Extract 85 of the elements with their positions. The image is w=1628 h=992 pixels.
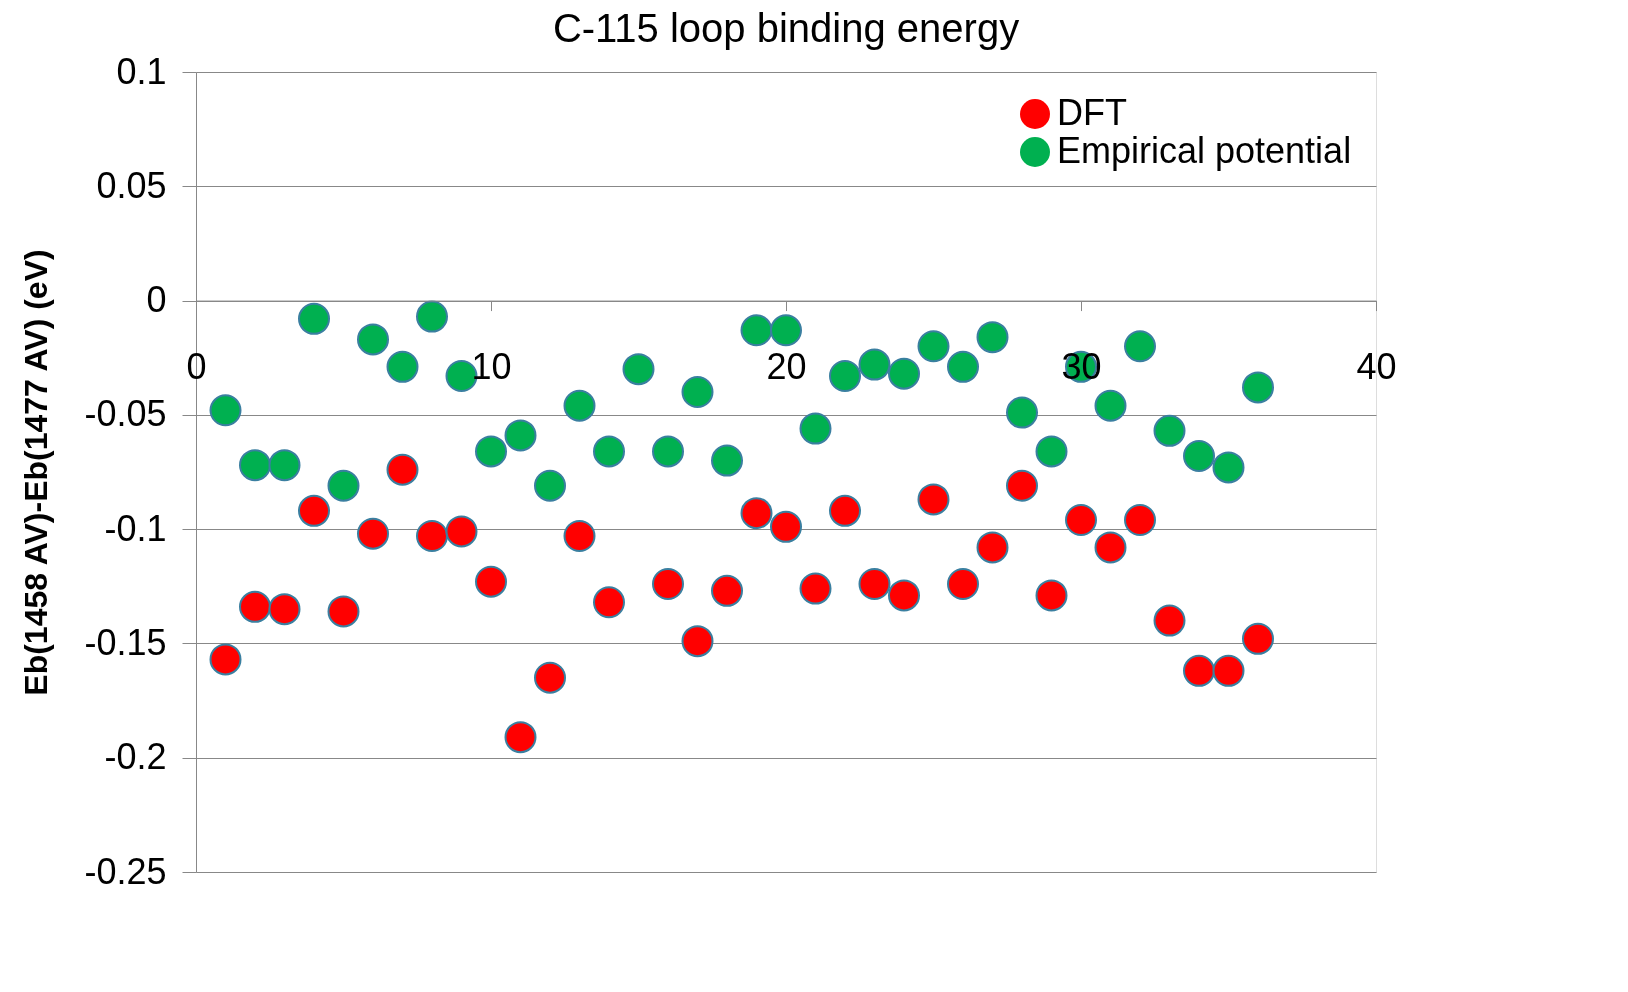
point	[1212, 451, 1245, 484]
point	[298, 302, 330, 335]
point	[1124, 330, 1156, 363]
y-tick-label: 0.1	[116, 50, 167, 92]
point	[239, 590, 271, 623]
point	[858, 348, 891, 381]
point	[976, 321, 1009, 354]
point	[386, 350, 419, 383]
point	[239, 449, 271, 482]
point	[1183, 440, 1215, 472]
point	[770, 510, 802, 543]
point	[1035, 435, 1068, 468]
point	[917, 483, 950, 516]
point	[1153, 414, 1186, 447]
point	[298, 494, 330, 527]
point	[416, 520, 448, 552]
point	[1065, 504, 1097, 536]
point	[1094, 531, 1127, 564]
point	[268, 449, 301, 482]
x-tick-label: 40	[1356, 346, 1397, 388]
point	[209, 394, 242, 427]
point	[888, 579, 920, 612]
point	[504, 419, 537, 452]
point	[416, 300, 448, 333]
point	[1006, 469, 1038, 502]
point	[1212, 654, 1245, 687]
point	[593, 586, 625, 619]
point	[563, 389, 596, 422]
x-tick-label: 0	[186, 346, 207, 388]
point	[770, 314, 802, 347]
point	[1153, 604, 1186, 637]
point	[1124, 504, 1156, 536]
point	[740, 497, 773, 530]
point	[711, 574, 743, 607]
point	[799, 572, 832, 605]
point	[740, 314, 773, 347]
y-axis-title: Eb(1458 AV)-Eb(1477 AV) (eV)	[18, 249, 55, 696]
point	[1094, 389, 1127, 422]
point	[386, 453, 419, 486]
point	[327, 469, 360, 502]
point	[799, 412, 832, 445]
point	[947, 568, 979, 600]
point	[1035, 579, 1068, 612]
point	[976, 531, 1009, 564]
point	[268, 593, 301, 626]
point	[917, 330, 950, 363]
point	[681, 625, 714, 658]
point	[357, 517, 389, 550]
point	[445, 515, 478, 548]
y-tick-label: 0	[146, 279, 167, 321]
point	[858, 568, 891, 600]
point	[622, 353, 655, 386]
point	[1242, 622, 1274, 655]
y-tick-label: -0.2	[104, 736, 167, 778]
point	[1242, 371, 1274, 404]
x-tick-label: 20	[766, 346, 807, 388]
point	[563, 520, 596, 552]
point	[327, 595, 360, 628]
point	[711, 444, 743, 477]
point	[475, 435, 507, 468]
point	[209, 643, 242, 676]
y-tick-label: -0.1	[104, 507, 167, 549]
point	[888, 357, 920, 390]
legend-label: DFT	[1057, 92, 1127, 133]
y-tick-label: -0.15	[84, 621, 167, 663]
point	[1183, 654, 1215, 687]
chart-title: C-115 loop binding energy	[552, 6, 1020, 50]
point	[829, 494, 861, 527]
point	[829, 360, 861, 392]
point	[504, 721, 537, 754]
y-tick-label: 0.05	[96, 164, 167, 206]
point	[593, 435, 625, 468]
point	[534, 469, 566, 502]
y-tick-label: -0.25	[84, 850, 167, 892]
legend-label: Empirical potential	[1057, 130, 1352, 171]
point	[652, 568, 684, 600]
point	[534, 661, 566, 694]
point	[1006, 396, 1038, 429]
point	[681, 376, 714, 408]
point	[947, 350, 979, 383]
y-tick-label: -0.05	[84, 393, 167, 435]
point	[475, 565, 507, 598]
point	[357, 323, 389, 356]
point	[652, 435, 684, 468]
x-tick-label: 10	[471, 346, 512, 388]
